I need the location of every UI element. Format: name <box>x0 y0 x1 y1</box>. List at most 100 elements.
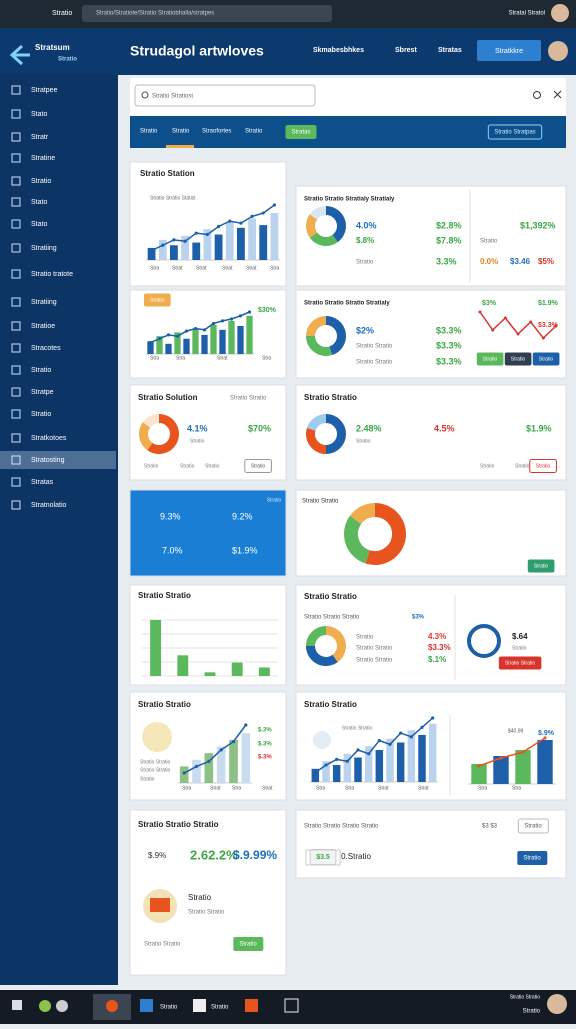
card-text[interactable]: Stratio <box>483 356 498 362</box>
trend-point <box>247 310 252 314</box>
sidebar-icon <box>11 409 21 419</box>
button[interactable] <box>529 459 557 473</box>
card-text: Stratio Stratio <box>188 910 225 916</box>
sidebar-item: Stratio <box>31 411 51 418</box>
card-text: Stratio <box>140 776 155 782</box>
line-point <box>491 328 495 332</box>
avatar[interactable] <box>551 4 569 22</box>
card-text: Stra <box>316 785 325 791</box>
close-button[interactable] <box>553 90 562 99</box>
sidebar-icon <box>11 433 21 443</box>
card-text[interactable]: Stratio <box>534 563 549 569</box>
bar <box>248 218 256 260</box>
card-title[interactable]: Stratio <box>150 297 165 303</box>
card-text[interactable]: Stratio <box>511 356 526 362</box>
card-title: Stratio Solution <box>138 393 198 402</box>
button[interactable] <box>285 125 317 139</box>
logo-sub: Stratio <box>58 57 77 63</box>
card-text[interactable]: Stratio <box>239 942 257 948</box>
start-button[interactable] <box>12 1000 22 1010</box>
card-text: $3.3% <box>436 356 462 366</box>
button[interactable] <box>233 937 264 951</box>
bar <box>204 672 216 676</box>
card-text: Stratio <box>512 645 527 651</box>
bar <box>311 768 320 782</box>
bar <box>537 740 553 784</box>
header-button[interactable] <box>477 40 541 61</box>
card-text[interactable]: Stratio <box>523 856 541 862</box>
line-point <box>541 336 545 340</box>
bar <box>237 227 245 260</box>
card-text[interactable]: $3.5 <box>316 854 330 861</box>
card-text: $.1% <box>428 655 446 664</box>
button[interactable] <box>144 293 171 307</box>
sidebar-icon <box>11 297 21 307</box>
donut-segment <box>325 414 346 454</box>
sidebar-item: Stratnolatio <box>31 502 67 509</box>
card-text: 7.0% <box>162 545 183 555</box>
card-text: Stratio Stratio <box>356 658 393 664</box>
card-text[interactable]: Stratio <box>251 463 266 469</box>
bar <box>203 229 212 260</box>
card-text: $.64 <box>512 632 528 641</box>
sidebar-item: Stato <box>31 111 47 118</box>
trend-point <box>228 219 232 223</box>
card-text[interactable]: Stratio Stratio <box>505 660 536 666</box>
taskbar-icon[interactable] <box>193 999 206 1012</box>
icon <box>305 849 341 866</box>
sidebar-item: Stato <box>31 199 47 206</box>
sidebar-icon <box>11 153 21 163</box>
sidebar-icon <box>11 477 21 487</box>
trend-point <box>238 314 243 318</box>
address-bar[interactable] <box>82 5 332 22</box>
bar <box>229 739 238 783</box>
avatar[interactable] <box>547 994 567 1014</box>
card-text: $3% <box>412 615 425 621</box>
card-text: $.9.99% <box>233 848 277 862</box>
bar <box>204 753 214 783</box>
button[interactable] <box>487 124 543 140</box>
taskbar-icon[interactable] <box>56 1000 68 1012</box>
card-title: Stratio Stratio Stratio Stratialy <box>304 301 390 307</box>
button[interactable] <box>504 352 532 366</box>
sidebar-icon <box>11 365 21 375</box>
bar <box>219 329 226 354</box>
trend-point <box>157 337 162 341</box>
button[interactable] <box>517 851 548 865</box>
taskbar-icon[interactable] <box>245 999 258 1012</box>
trend-point <box>207 759 211 764</box>
trend-point <box>175 334 180 338</box>
sidebar-icon <box>11 109 21 119</box>
card-text: Stra <box>150 265 159 271</box>
tab-right-button[interactable]: Stratio Stratpas <box>494 130 535 136</box>
taskbar-icon[interactable] <box>39 1000 51 1012</box>
tab-button[interactable]: Stratas <box>291 130 310 136</box>
avatar[interactable] <box>548 41 568 61</box>
button[interactable] <box>244 459 272 473</box>
trend-point <box>521 750 525 754</box>
card-text[interactable]: Stratio <box>539 356 554 362</box>
card-text[interactable]: Stratio <box>524 824 542 830</box>
icon <box>313 731 331 749</box>
search-box[interactable] <box>134 84 316 107</box>
search-button[interactable] <box>533 91 541 99</box>
logo-icon <box>9 44 30 66</box>
button[interactable] <box>476 352 504 366</box>
button[interactable] <box>517 818 549 834</box>
sidebar-item: Stratr <box>31 134 49 141</box>
button[interactable] <box>498 656 542 670</box>
bar <box>515 750 531 784</box>
trend-point <box>202 328 207 332</box>
sidebar-item: Stratioe <box>31 323 55 330</box>
trend-point <box>356 748 360 752</box>
taskbar-icon[interactable] <box>140 999 153 1012</box>
button[interactable] <box>527 559 555 573</box>
bar <box>158 239 167 260</box>
sidebar-icon <box>11 243 21 253</box>
card-text[interactable]: Stratio <box>536 463 551 469</box>
card-text: 4.1% <box>187 423 208 433</box>
card-text: Stratio <box>190 438 205 444</box>
taskbar-icon[interactable] <box>284 998 299 1013</box>
button[interactable] <box>532 352 560 366</box>
